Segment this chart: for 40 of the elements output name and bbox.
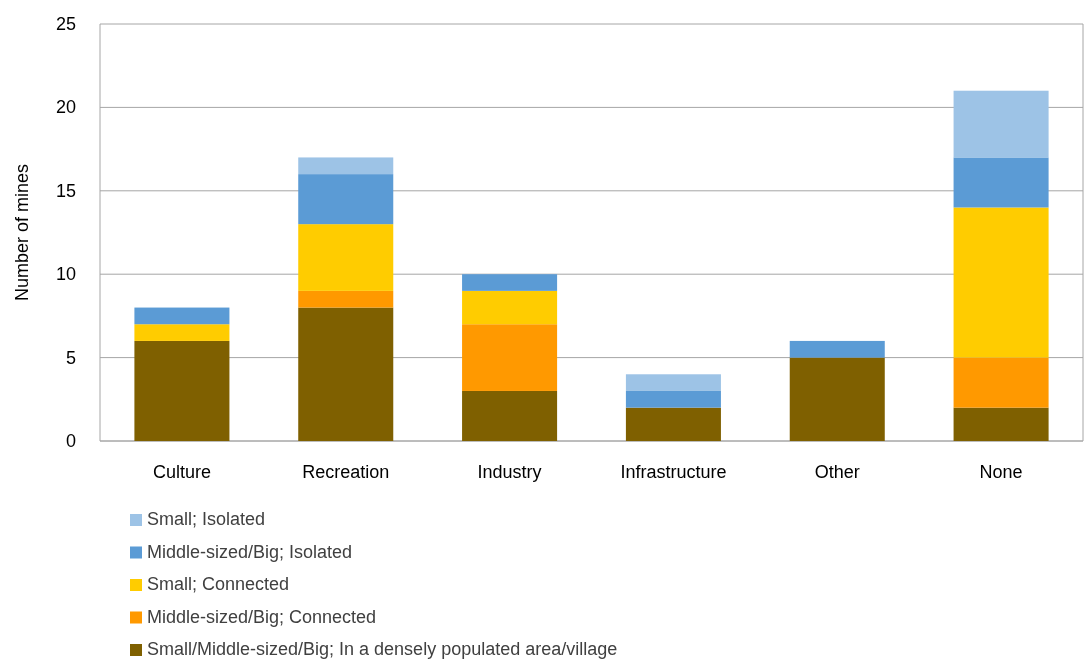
bar bbox=[625, 407, 721, 441]
bar bbox=[953, 407, 1049, 441]
y-tick-label: 10 bbox=[55, 264, 76, 285]
bar bbox=[134, 324, 230, 341]
legend-label: Small; Connected bbox=[147, 574, 290, 594]
bar bbox=[134, 307, 230, 325]
x-tick-label: Industry bbox=[477, 462, 542, 482]
bar bbox=[134, 340, 230, 441]
x-tick-label: Culture bbox=[152, 462, 211, 482]
bar bbox=[953, 157, 1049, 208]
bar bbox=[789, 357, 885, 441]
bar bbox=[953, 357, 1049, 408]
legend-label: Middle-sized/Big; Connected bbox=[147, 606, 377, 627]
bar bbox=[789, 340, 885, 358]
bar bbox=[953, 207, 1049, 358]
legend-label: Small/Middle-sized/Big; In a densely populated area/village bbox=[147, 639, 618, 659]
bar bbox=[298, 307, 394, 441]
x-tick-label: Other bbox=[814, 462, 860, 482]
bar bbox=[462, 324, 558, 391]
legend-label: Middle-sized/Big; Isolated bbox=[147, 541, 353, 562]
bar bbox=[953, 90, 1049, 158]
bar bbox=[462, 274, 558, 291]
bar bbox=[625, 374, 721, 391]
bar bbox=[298, 174, 394, 225]
x-tick-label: None bbox=[979, 462, 1023, 482]
bar bbox=[462, 290, 558, 325]
y-tick-label: 0 bbox=[65, 431, 76, 451]
x-tick-label: Recreation bbox=[302, 462, 390, 482]
bar bbox=[625, 390, 721, 408]
y-tick-label: 20 bbox=[55, 97, 76, 118]
x-tick-label: Infrastructure bbox=[620, 462, 727, 482]
legend-label: Small; Isolated bbox=[147, 509, 266, 529]
y-tick-label: 15 bbox=[55, 180, 76, 201]
bar bbox=[298, 290, 394, 308]
y-tick-label: 5 bbox=[65, 347, 76, 368]
y-tick-label: 25 bbox=[55, 14, 76, 34]
bar bbox=[298, 224, 394, 291]
bar bbox=[462, 390, 558, 441]
y-axis-title: Number of mines bbox=[12, 163, 32, 302]
bar bbox=[298, 157, 394, 175]
